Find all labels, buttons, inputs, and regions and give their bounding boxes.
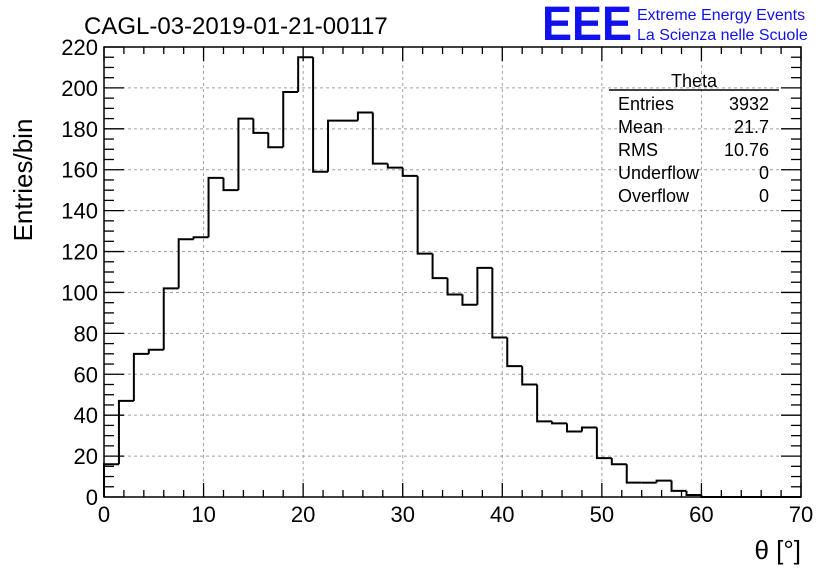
histogram-bin bbox=[282, 91, 299, 148]
histogram-bin bbox=[386, 163, 403, 169]
x-tick-label: 0 bbox=[98, 502, 110, 527]
stats-value: 0 bbox=[759, 186, 769, 206]
stats-label: Overflow bbox=[618, 186, 690, 206]
y-tick-label: 220 bbox=[61, 35, 98, 60]
y-tick-label: 160 bbox=[61, 158, 98, 183]
histogram-bin bbox=[371, 112, 388, 165]
stats-value: 21.7 bbox=[734, 117, 769, 137]
eee-logo: EEE Extreme Energy Events La Scienza nel… bbox=[542, 0, 808, 51]
x-tick-label: 60 bbox=[689, 502, 713, 527]
y-tick-label: 180 bbox=[61, 117, 98, 142]
histogram-bin bbox=[566, 423, 582, 433]
histogram-bin bbox=[237, 117, 254, 191]
histogram-bin bbox=[327, 119, 343, 172]
x-tick-label: 50 bbox=[590, 502, 614, 527]
y-tick-labels: 0 20 40 60 80 100 120 140 160 180 200 220 bbox=[61, 35, 98, 510]
chart-title: CAGL-03-2019-01-21-00117 bbox=[84, 13, 388, 40]
logo-mark: EEE bbox=[542, 0, 632, 51]
histogram-bin bbox=[446, 278, 463, 296]
stats-value: 0 bbox=[759, 163, 769, 183]
axis-ticks bbox=[103, 46, 802, 498]
x-tick-label: 70 bbox=[789, 502, 813, 527]
histogram-bin bbox=[431, 253, 448, 280]
y-tick-label: 80 bbox=[74, 321, 98, 346]
stats-label: Mean bbox=[618, 117, 663, 137]
histogram-bin bbox=[416, 175, 433, 255]
histogram-bin bbox=[297, 56, 314, 92]
y-tick-label: 140 bbox=[61, 199, 98, 224]
y-tick-label: 100 bbox=[61, 280, 98, 305]
histogram-bin bbox=[580, 426, 597, 432]
histogram-bin bbox=[147, 348, 164, 354]
histogram-bin bbox=[625, 464, 642, 484]
x-tick-labels: 0 10 20 30 40 50 60 70 bbox=[98, 502, 813, 527]
histogram-bin bbox=[401, 167, 418, 177]
histogram-bin bbox=[192, 236, 209, 240]
histogram-bin bbox=[670, 480, 687, 492]
y-tick-label: 60 bbox=[74, 362, 98, 387]
y-axis-title: Entries/bin bbox=[8, 119, 38, 242]
stats-box: Theta Entries 3932 Mean 21.7 RMS 10.76 Underfl… bbox=[609, 71, 779, 206]
histogram-series bbox=[103, 56, 801, 498]
x-tick-label: 30 bbox=[390, 502, 414, 527]
y-tick-label: 40 bbox=[74, 403, 98, 428]
x-tick-label: 40 bbox=[490, 502, 514, 527]
stats-label: Entries bbox=[618, 94, 674, 114]
histogram-bin bbox=[610, 458, 627, 466]
histogram-bin bbox=[476, 266, 493, 305]
stats-title: Theta bbox=[671, 71, 718, 91]
histogram-bin bbox=[685, 490, 702, 496]
histogram-bin bbox=[267, 132, 284, 149]
x-tick-label: 10 bbox=[191, 502, 215, 527]
histogram-bin bbox=[536, 384, 553, 423]
x-axis-title: θ [°] bbox=[754, 535, 801, 565]
stats-label: Underflow bbox=[618, 163, 700, 183]
logo-line-2: La Scienza nelle Scuole bbox=[637, 27, 808, 44]
histogram-bin bbox=[207, 176, 224, 238]
y-tick-label: 20 bbox=[74, 444, 98, 469]
histogram-bin bbox=[551, 421, 568, 425]
grid bbox=[104, 46, 801, 497]
histogram-bin bbox=[103, 463, 119, 497]
histogram-bin bbox=[461, 294, 478, 306]
histogram-bin bbox=[655, 479, 672, 483]
histogram-bin bbox=[162, 287, 179, 350]
logo-line-1: Extreme Energy Events bbox=[637, 7, 805, 24]
histogram-bin bbox=[222, 177, 239, 192]
stats-label: RMS bbox=[618, 140, 658, 160]
histogram-bin bbox=[132, 352, 149, 401]
y-tick-label: 0 bbox=[86, 485, 98, 510]
y-tick-label: 120 bbox=[61, 240, 98, 265]
histogram-bin bbox=[506, 337, 523, 368]
stats-value: 3932 bbox=[729, 94, 769, 114]
histogram-bin bbox=[595, 427, 612, 460]
plot-frame bbox=[103, 46, 802, 498]
stats-value: 10.76 bbox=[724, 140, 769, 160]
histogram-bin bbox=[521, 366, 538, 386]
histogram-bin bbox=[252, 118, 269, 134]
histogram-bin bbox=[312, 57, 329, 173]
histogram-bin bbox=[491, 267, 508, 339]
x-tick-label: 20 bbox=[291, 502, 315, 527]
histogram-bin bbox=[356, 111, 373, 121]
histogram-bin bbox=[177, 238, 194, 289]
y-tick-label: 200 bbox=[61, 76, 98, 101]
histogram-bin bbox=[117, 399, 134, 465]
